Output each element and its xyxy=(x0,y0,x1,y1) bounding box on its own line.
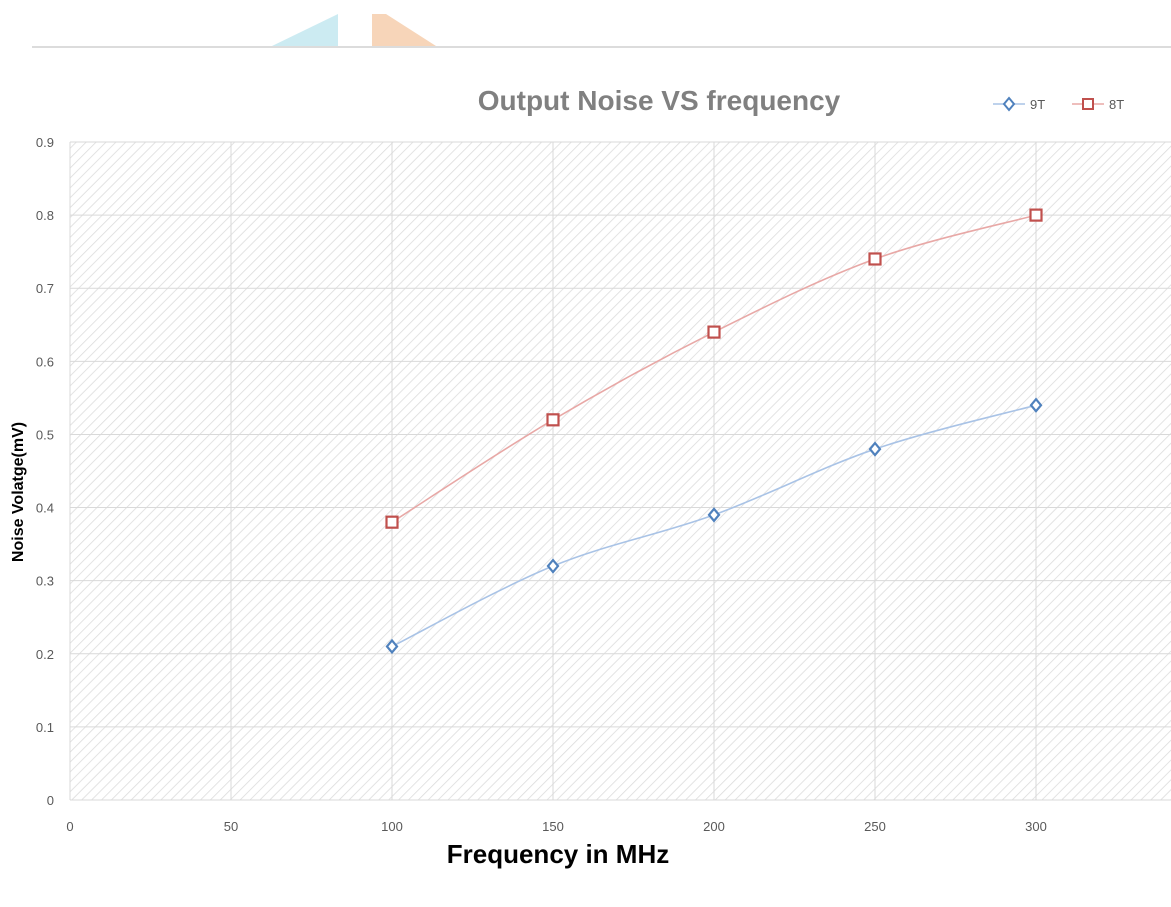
x-tick-label: 250 xyxy=(864,819,886,834)
legend-item-8t: 8T xyxy=(1072,97,1124,112)
legend-item-9t: 9T xyxy=(993,96,1045,112)
y-tick-label: 0.1 xyxy=(36,720,54,735)
x-tick-label: 150 xyxy=(542,819,564,834)
plot-area xyxy=(70,142,1171,800)
data-point-8t xyxy=(1029,208,1043,222)
x-tick-label: 100 xyxy=(381,819,403,834)
data-point-8t xyxy=(707,325,721,339)
legend: 9T 8T xyxy=(993,96,1124,112)
x-tick-label: 300 xyxy=(1025,819,1047,834)
y-tick-label: 0.4 xyxy=(36,501,54,516)
y-axis-title: Noise Volatge(mV) xyxy=(10,422,27,562)
y-tick-label: 0.3 xyxy=(36,574,54,589)
data-point-9t xyxy=(707,507,721,523)
tick-labels: 0 0.1 0.2 0.3 0.4 0.5 0.6 0.7 0.8 0.9 0 50 100 150 200… xyxy=(36,135,1047,834)
data-point-8t xyxy=(385,515,399,529)
x-axis-title: Frequency in MHz xyxy=(447,839,669,869)
x-tick-label: 0 xyxy=(66,819,73,834)
y-tick-label: 0.8 xyxy=(36,208,54,223)
x-tick-label: 200 xyxy=(703,819,725,834)
legend-marker-8t xyxy=(1082,98,1094,110)
y-tick-label: 0.6 xyxy=(36,354,54,369)
y-tick-label: 0.5 xyxy=(36,427,54,442)
legend-marker-9t xyxy=(1002,96,1016,112)
x-tick-label: 50 xyxy=(224,819,238,834)
data-point-9t xyxy=(385,638,399,655)
data-point-9t xyxy=(546,558,560,574)
y-tick-label: 0.9 xyxy=(36,135,54,150)
legend-label-8t: 8T xyxy=(1109,97,1124,112)
data-point-9t xyxy=(868,441,882,457)
data-point-8t xyxy=(868,252,882,266)
series-layer xyxy=(385,208,1043,655)
cyan-shape-fragment xyxy=(272,14,338,46)
y-tick-label: 0.7 xyxy=(36,281,54,296)
orange-shape-fragment xyxy=(372,14,436,46)
data-point-9t xyxy=(1029,397,1043,413)
grid-lines xyxy=(69,141,1171,801)
y-tick-label: 0.2 xyxy=(36,647,54,662)
data-point-8t xyxy=(546,413,560,427)
legend-label-9t: 9T xyxy=(1030,97,1045,112)
chart-title: Output Noise VS frequency xyxy=(478,85,841,116)
y-tick-label: 0 xyxy=(47,793,54,808)
